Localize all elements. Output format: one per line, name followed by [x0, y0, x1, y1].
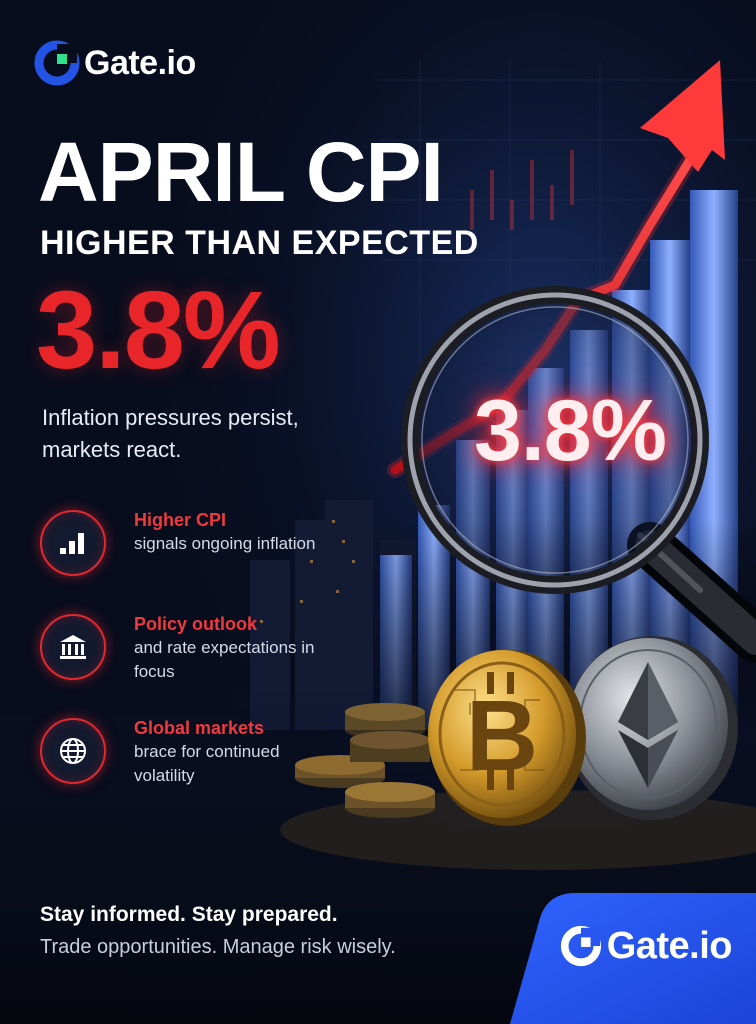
feature-global-markets: Global markets brace for continued volat… [40, 718, 334, 788]
feature-title: Policy outlook [134, 614, 258, 634]
tagline-primary: Stay informed. Stay prepared. [40, 903, 338, 926]
headline-value: 3.8% [36, 269, 281, 392]
tagline-secondary: Trade opportunities. Manage risk wisely. [40, 936, 396, 958]
gate-logo-icon [560, 925, 601, 967]
feature-title: Global markets [134, 718, 265, 738]
feature-body: signals ongoing inflation [134, 534, 316, 553]
lens-value: 3.8% [474, 383, 667, 479]
svg-text:B: B [466, 680, 538, 792]
brand-name: Gate.io [84, 43, 196, 82]
bar-chart-icon [40, 510, 106, 576]
brand-name: Gate.io [606, 924, 733, 967]
feature-title: Higher CPI [134, 510, 227, 530]
headline-subtitle: HIGHER THAN EXPECTED [40, 224, 479, 262]
gate-logo-icon [34, 40, 80, 86]
feature-higher-cpi: Higher CPI signals ongoing inflation [40, 510, 334, 576]
ethereum-coin [566, 636, 738, 820]
feature-body: and rate expectations in focus [134, 638, 315, 681]
feature-policy-outlook: Policy outlook and rate expectations in … [40, 614, 334, 684]
globe-icon [40, 718, 106, 784]
bitcoin-coin: B [428, 650, 586, 826]
brand-logo: Gate.io [34, 40, 196, 86]
description: Inflation pressures persist, markets rea… [42, 405, 299, 462]
headline-title: APRIL CPI [38, 125, 444, 219]
bank-icon [40, 614, 106, 680]
feature-body: brace for continued volatility [134, 742, 280, 785]
corner-brand-logo: Gate.io [559, 924, 733, 968]
